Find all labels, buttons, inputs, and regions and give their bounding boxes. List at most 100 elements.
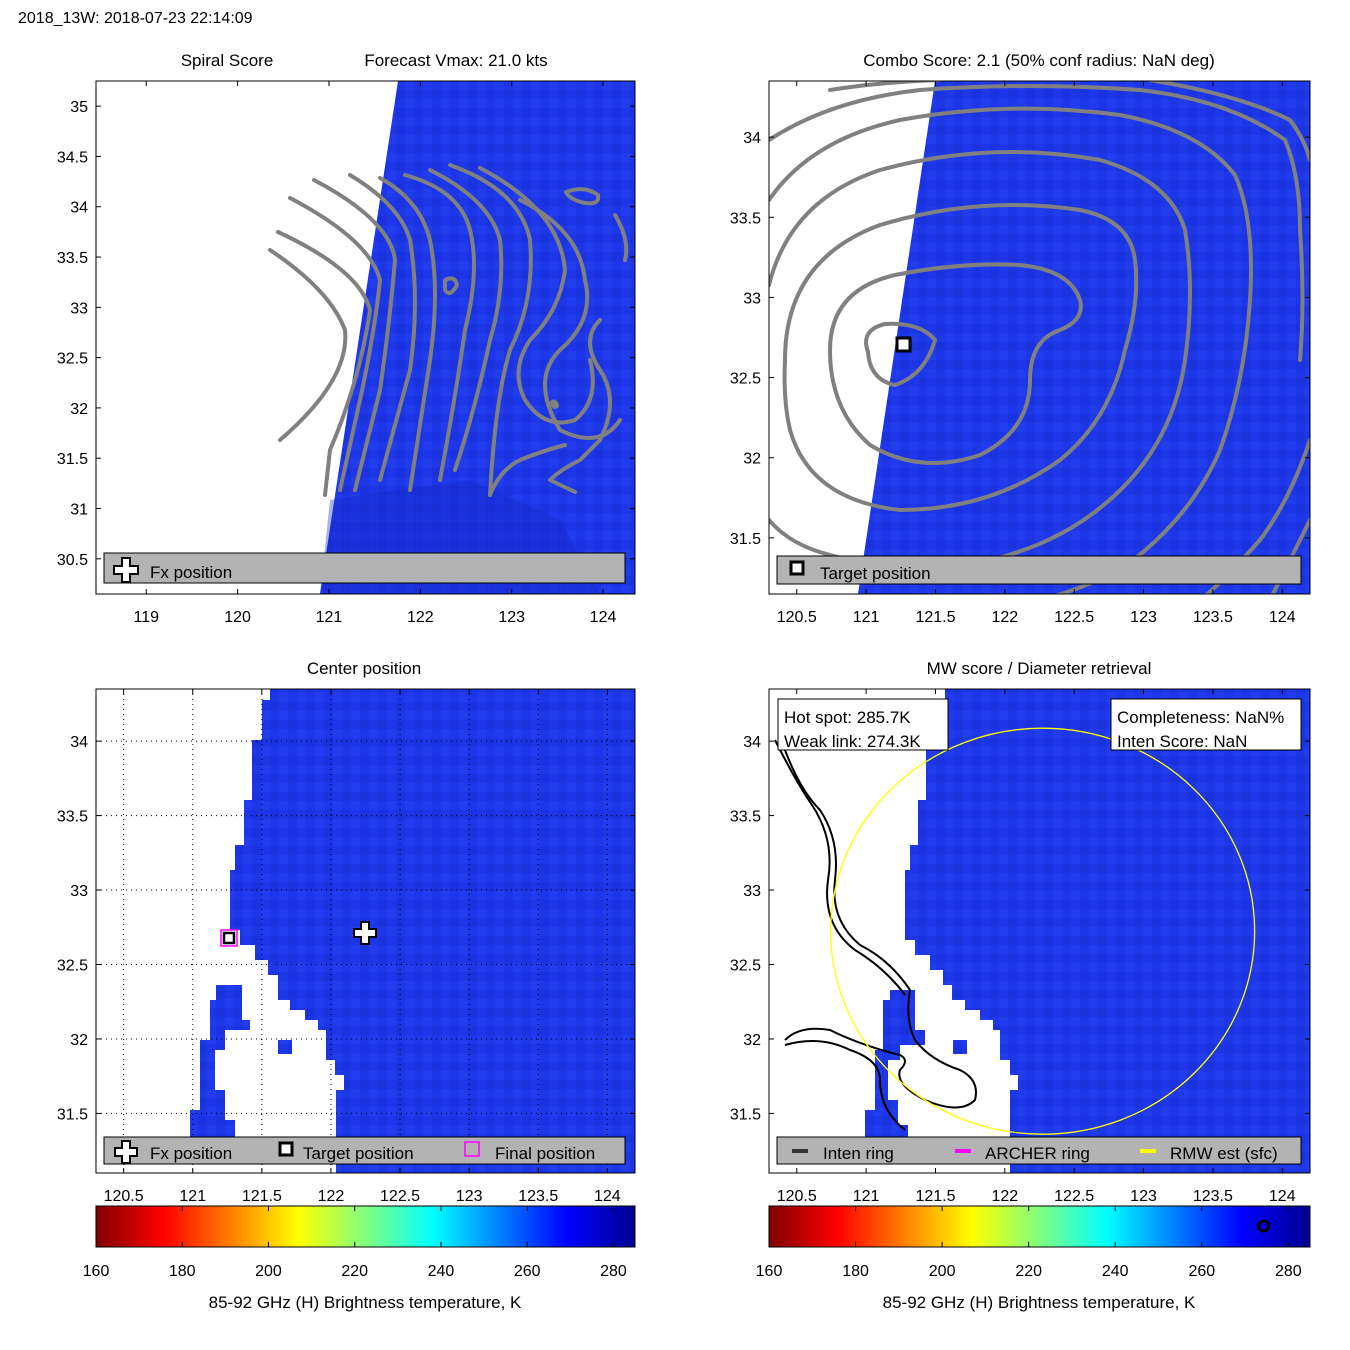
x-tick-label: 121.5 xyxy=(915,1188,955,1205)
spiral-legend-fx-label: Fx position xyxy=(150,563,232,582)
y-tick-label: 33 xyxy=(743,290,761,307)
y-tick-label: 31.5 xyxy=(57,451,88,468)
x-tick-label: 121 xyxy=(179,1188,206,1205)
y-tick-label: 33 xyxy=(743,883,761,900)
combo-score-title: Combo Score: 2.1 (50% conf radius: NaN d… xyxy=(863,51,1215,70)
combo-target-marker xyxy=(895,336,912,353)
x-tick-label: 122 xyxy=(318,1188,345,1205)
x-tick-label: 121 xyxy=(316,609,343,626)
center-position-title: Center position xyxy=(307,659,421,678)
y-tick-label: 34 xyxy=(70,734,88,751)
spiral-legend: Fx position xyxy=(103,552,626,584)
spiral-axes-frame xyxy=(95,80,636,595)
combo-legend-target-label: Target position xyxy=(820,564,931,583)
forecast-vmax-title: Forecast Vmax: 21.0 kts xyxy=(364,51,547,70)
y-tick-label: 34 xyxy=(743,130,761,147)
x-tick-label: 121.5 xyxy=(242,1188,282,1205)
colorbar-left-label: 85-92 GHz (H) Brightness temperature, K xyxy=(209,1293,522,1312)
mw-legend: Inten ring ARCHER ring RMW est (sfc) xyxy=(776,1136,1302,1165)
y-tick-label: 33.5 xyxy=(57,809,88,826)
center-ticks: 120.5 121 121.5 122 122.5 123 123.5 124 31.5 32 32… xyxy=(57,689,635,1205)
panel-combo-score: Combo Score: 2.1 (50% conf radius: NaN d… xyxy=(730,51,1311,626)
y-tick-label: 33.5 xyxy=(57,250,88,267)
rmw-ring xyxy=(830,727,1256,1135)
spiral-score-title: Spiral Score xyxy=(181,51,274,70)
y-tick-label: 33 xyxy=(70,300,88,317)
x-tick-label: 124 xyxy=(594,1188,621,1205)
x-tick-label: 121.5 xyxy=(915,609,955,626)
colorbar-tick-label: 180 xyxy=(169,1263,196,1280)
x-tick-label: 121 xyxy=(853,609,880,626)
center-legend-final-label: Final position xyxy=(495,1144,595,1163)
x-tick-label: 123 xyxy=(498,609,525,626)
colorbar-tick-label: 260 xyxy=(1188,1263,1215,1280)
y-tick-label: 33.5 xyxy=(730,809,761,826)
y-tick-label: 35 xyxy=(70,99,88,116)
x-tick-label: 122 xyxy=(991,1188,1018,1205)
panel-spiral-score: Spiral Score Forecast Vmax: 21.0 kts xyxy=(57,51,636,626)
x-tick-label: 122 xyxy=(407,609,434,626)
fx-cross-icon xyxy=(114,1140,138,1164)
center-gridlines xyxy=(96,689,635,1173)
target-square-icon xyxy=(278,1141,294,1157)
mw-axes-frame xyxy=(768,688,1311,1174)
x-tick-label: 120.5 xyxy=(777,1188,817,1205)
mw-score-title: MW score / Diameter retrieval xyxy=(927,659,1152,678)
colorbar-tick-label: 240 xyxy=(1102,1263,1129,1280)
mw-legend-archer-label: ARCHER ring xyxy=(985,1144,1090,1163)
x-tick-label: 124 xyxy=(590,609,617,626)
colorbar-right-label: 85-92 GHz (H) Brightness temperature, K xyxy=(883,1293,1196,1312)
colorbar-tick-label: 180 xyxy=(842,1263,869,1280)
figure-title: 2018_13W: 2018-07-23 22:14:09 xyxy=(18,10,253,27)
colorbar-tick-label: 280 xyxy=(600,1263,627,1280)
y-tick-label: 33.5 xyxy=(730,210,761,227)
mw-legend-rmw-label: RMW est (sfc) xyxy=(1170,1144,1278,1163)
combo-swath xyxy=(858,81,1310,594)
center-axes-frame xyxy=(95,688,636,1174)
y-tick-label: 31 xyxy=(70,502,88,519)
y-tick-label: 32.5 xyxy=(730,371,761,388)
x-tick-label: 123.5 xyxy=(518,1188,558,1205)
colorbar-tick-label: 220 xyxy=(1015,1263,1042,1280)
mw-coastline xyxy=(774,739,977,1131)
y-tick-label: 32 xyxy=(70,1032,88,1049)
y-tick-label: 34 xyxy=(70,200,88,217)
center-target-marker xyxy=(222,931,236,945)
combo-ticks: 120.5 121 121.5 122 122.5 123 123.5 124 31.5 32 32… xyxy=(730,81,1310,626)
y-tick-label: 30.5 xyxy=(57,552,88,569)
mw-legend-inten-label: Inten ring xyxy=(823,1144,894,1163)
y-tick-label: 32.5 xyxy=(57,958,88,975)
fx-cross-icon xyxy=(113,557,139,583)
y-tick-label: 33 xyxy=(70,883,88,900)
x-tick-label: 120 xyxy=(224,609,251,626)
x-tick-label: 120.5 xyxy=(777,609,817,626)
x-tick-label: 122.5 xyxy=(1054,609,1094,626)
center-legend-target-label: Target position xyxy=(303,1144,414,1163)
spiral-swath xyxy=(320,81,635,594)
y-tick-label: 32 xyxy=(743,451,761,468)
x-tick-label: 124 xyxy=(1269,609,1296,626)
combo-legend: Target position xyxy=(776,555,1302,585)
combo-axes-frame xyxy=(768,80,1311,595)
colorbar-tick-label: 200 xyxy=(255,1263,282,1280)
y-tick-label: 32.5 xyxy=(57,351,88,368)
x-tick-label: 121 xyxy=(853,1188,880,1205)
center-fx-marker xyxy=(353,921,377,945)
spiral-ticks: 119 120 121 122 123 124 30.5 31 31.5 32 32.5 33 33.5… xyxy=(57,81,635,626)
mw-completeness-box: Completeness: NaN% Inten Score: NaN xyxy=(1110,698,1302,751)
center-legend: Fx position Target position Final positi… xyxy=(103,1136,626,1165)
x-tick-label: 122 xyxy=(991,609,1018,626)
y-tick-label: 32 xyxy=(70,401,88,418)
final-square-icon xyxy=(464,1141,480,1157)
mw-rings xyxy=(830,727,1256,1135)
y-tick-label: 34 xyxy=(743,734,761,751)
x-tick-label: 119 xyxy=(133,609,159,626)
colorbar-tick-label: 200 xyxy=(929,1263,956,1280)
mw-hot-spot: Hot spot: 285.7K xyxy=(784,708,911,727)
weak-link-colorbar-marker xyxy=(1257,1219,1271,1233)
y-tick-label: 32 xyxy=(743,1032,761,1049)
colorbar-left: 160 180 200 220 240 260 280 85-92 GHz (H) Brig… xyxy=(83,1205,636,1312)
center-final-marker xyxy=(220,929,238,947)
colorbar-right: 160 180 200 220 240 260 280 85-92 GHz (H) Brig… xyxy=(756,1205,1311,1312)
